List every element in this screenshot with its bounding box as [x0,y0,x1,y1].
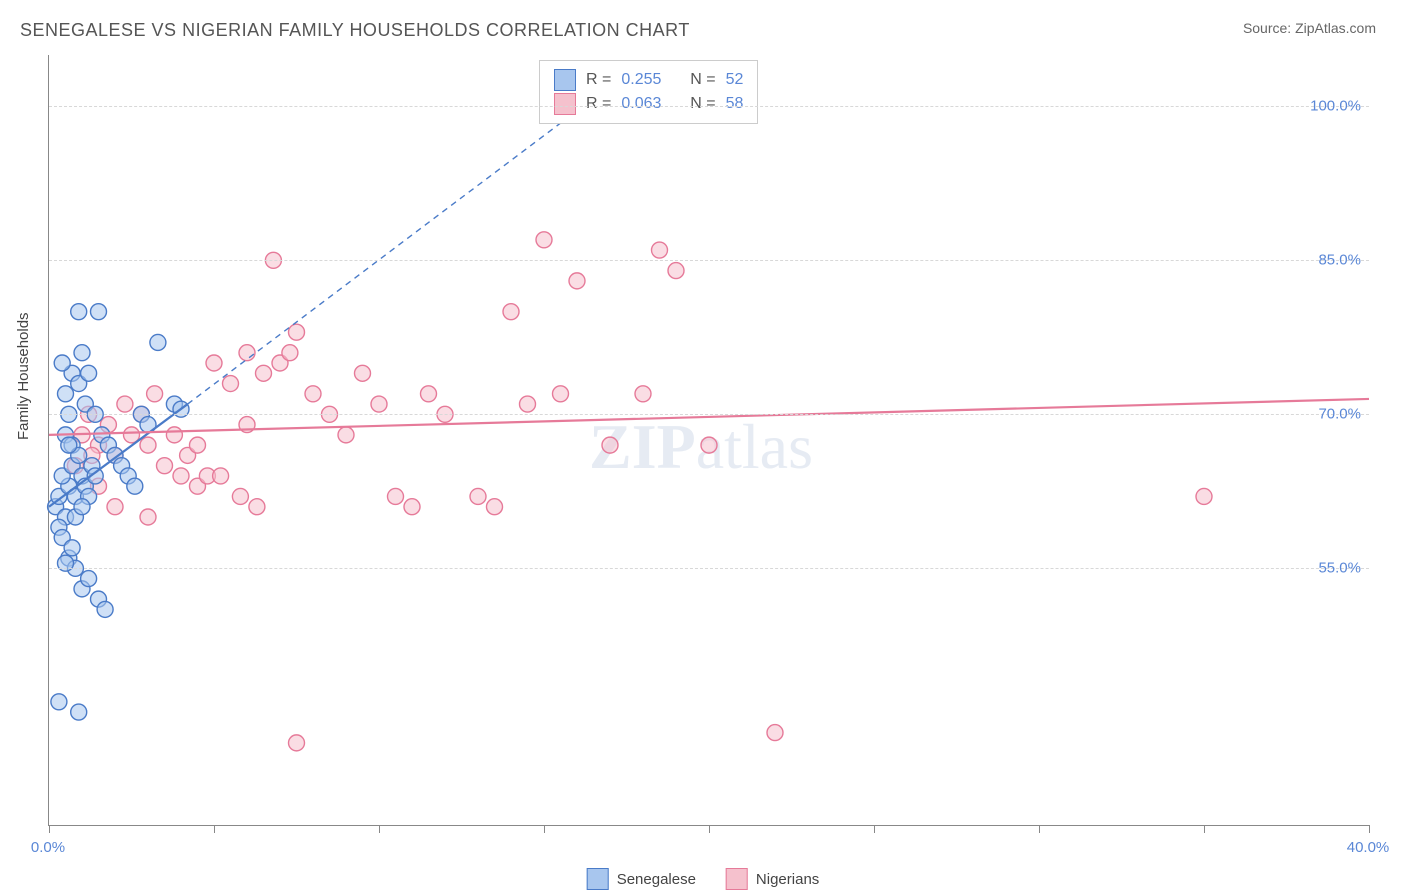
stats-row: R = 0.063 N = 58 [554,93,743,115]
data-point [157,458,173,474]
data-point [282,345,298,361]
data-point [569,273,585,289]
data-point [1196,488,1212,504]
data-point [74,345,90,361]
data-point [305,386,321,402]
correlation-stats-box: R = 0.255 N = 52 R = 0.063 N = 58 [539,60,758,124]
data-point [232,488,248,504]
gridline [49,106,1369,107]
series-swatch [554,93,576,115]
data-point [256,365,272,381]
r-value: 0.255 [621,71,661,89]
data-point [470,488,486,504]
data-point [173,468,189,484]
data-point [635,386,651,402]
data-point [64,540,80,556]
y-tick-label: 100.0% [1310,98,1361,115]
data-point [668,263,684,279]
data-point [140,509,156,525]
legend-label: Senegalese [617,871,696,888]
gridline [49,568,1369,569]
data-point [190,437,206,453]
legend: Senegalese Nigerians [587,868,820,890]
y-axis-label: Family Households [15,312,32,440]
n-label: N = [690,71,715,89]
y-tick-label: 70.0% [1318,406,1361,423]
data-point [249,499,265,515]
data-point [767,725,783,741]
data-point [140,437,156,453]
data-point [289,735,305,751]
data-point [213,468,229,484]
data-point [355,365,371,381]
data-point [602,437,618,453]
x-tick [379,825,380,833]
data-point [58,386,74,402]
data-point [71,304,87,320]
data-point [338,427,354,443]
data-point [421,386,437,402]
x-tick [1204,825,1205,833]
source-credit: Source: ZipAtlas.com [1243,20,1376,36]
legend-item: Nigerians [726,868,819,890]
data-point [81,365,97,381]
x-tick-label: 0.0% [31,839,65,856]
data-point [652,242,668,258]
r-label: R = [586,71,611,89]
x-tick [709,825,710,833]
data-point [503,304,519,320]
data-point [223,376,239,392]
data-point [97,601,113,617]
data-point [117,396,133,412]
y-tick-label: 85.0% [1318,252,1361,269]
data-point [51,694,67,710]
data-point [147,386,163,402]
data-point [206,355,222,371]
y-tick-label: 55.0% [1318,560,1361,577]
data-point [74,499,90,515]
data-point [150,334,166,350]
data-point [166,427,182,443]
legend-label: Nigerians [756,871,819,888]
series-swatch [554,69,576,91]
data-point [701,437,717,453]
data-point [54,355,70,371]
x-tick [214,825,215,833]
r-value: 0.063 [621,95,661,113]
stats-row: R = 0.255 N = 52 [554,69,743,91]
data-point [71,704,87,720]
data-point [289,324,305,340]
x-tick [1039,825,1040,833]
n-value: 58 [726,95,744,113]
gridline [49,414,1369,415]
data-point [81,571,97,587]
chart-plot-area: ZIPatlas R =0.255 N =52R =0.063 N =58 55… [48,55,1369,826]
data-point [404,499,420,515]
x-tick [544,825,545,833]
legend-swatch [587,868,609,890]
gridline [49,260,1369,261]
scatter-plot-svg [49,55,1369,825]
x-tick-label: 40.0% [1347,839,1390,856]
data-point [127,478,143,494]
n-label: N = [690,95,715,113]
legend-item: Senegalese [587,868,696,890]
data-point [487,499,503,515]
r-label: R = [586,95,611,113]
data-point [553,386,569,402]
data-point [520,396,536,412]
data-point [371,396,387,412]
data-point [536,232,552,248]
x-tick [874,825,875,833]
legend-swatch [726,868,748,890]
chart-title: SENEGALESE VS NIGERIAN FAMILY HOUSEHOLDS… [20,20,690,41]
data-point [61,437,77,453]
n-value: 52 [726,71,744,89]
data-point [388,488,404,504]
data-point [91,304,107,320]
x-tick [49,825,50,833]
data-point [239,345,255,361]
x-tick [1369,825,1370,833]
data-point [107,499,123,515]
